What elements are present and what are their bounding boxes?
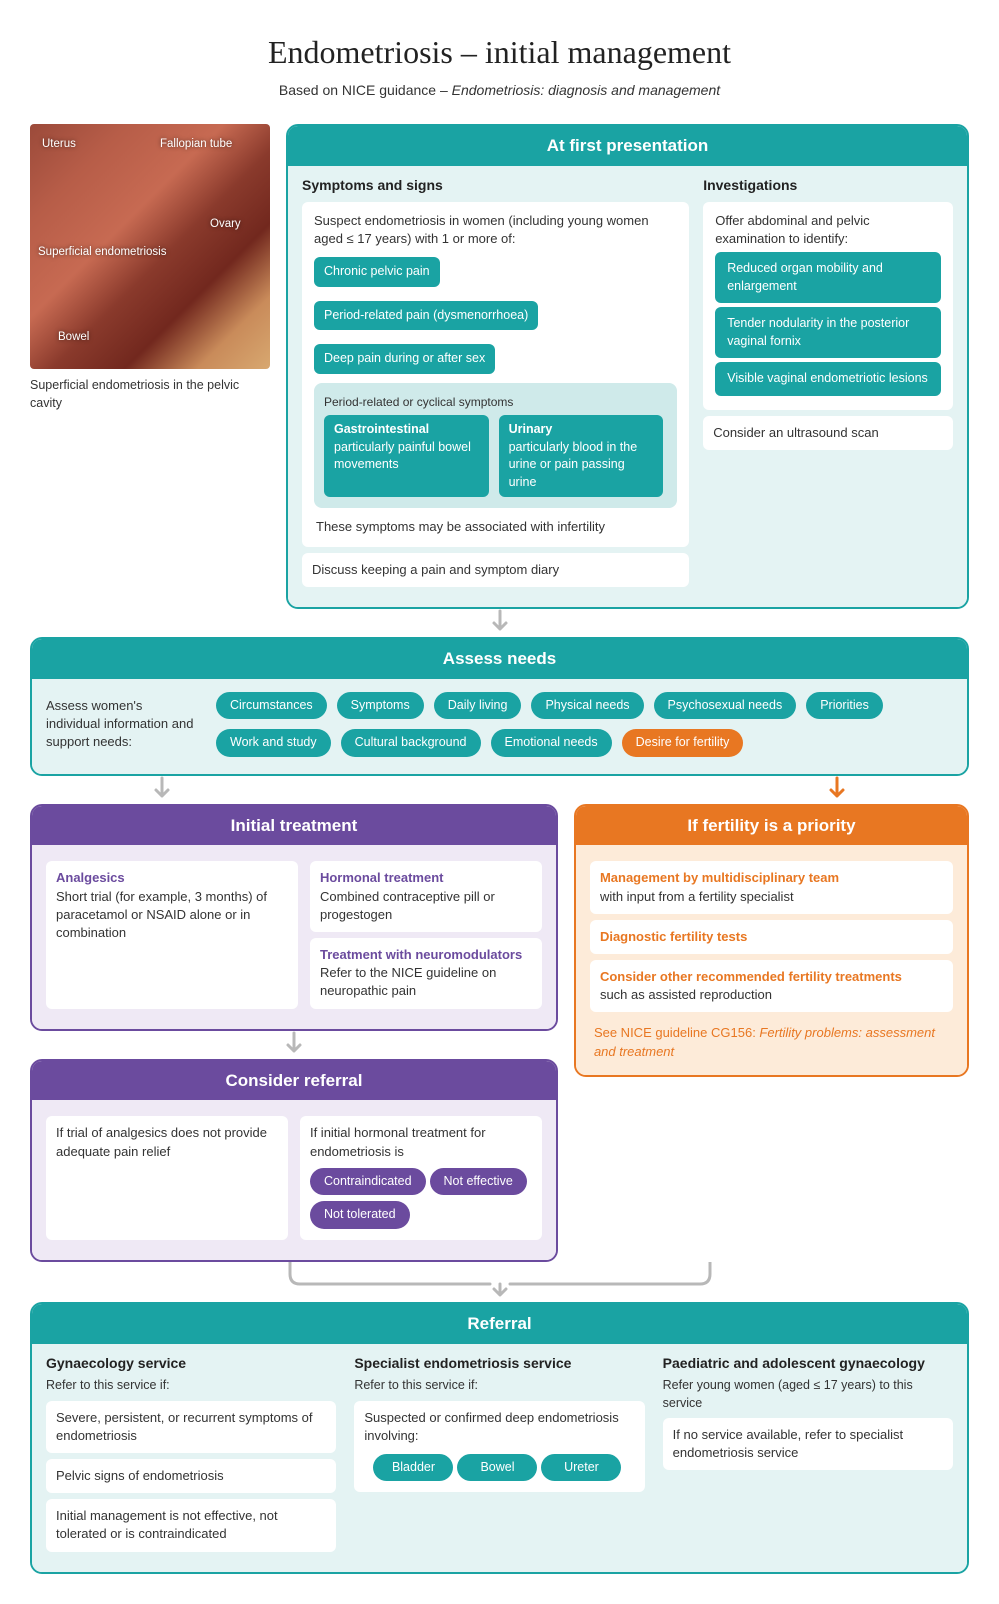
gynae-heading: Gynaecology service (46, 1354, 336, 1374)
symptoms-intro: Suspect endometriosis in women (includin… (314, 212, 677, 248)
assess-chips: Circumstances Symptoms Daily living Physica… (216, 689, 953, 760)
analgesics-desc: Short trial (for example, 3 months) of p… (56, 888, 288, 943)
hormonal-pill: Contraindicated (310, 1168, 426, 1196)
assess-intro: Assess women's individual information an… (46, 697, 196, 752)
specialist-pills: BladderBowelUreter (364, 1451, 634, 1485)
header-referral: Referral (32, 1304, 967, 1344)
gynae-item: Severe, persistent, or recurrent symptom… (46, 1401, 336, 1453)
gynae-item: Initial management is not effective, not… (46, 1499, 336, 1551)
investigation-chip: Visible vaginal endometriotic lesions (715, 362, 941, 396)
investigation-items: Reduced organ mobility and enlargementTe… (715, 252, 941, 396)
box-initial-treatment: Initial treatment Analgesics Short trial… (30, 804, 558, 1031)
assess-chip: Priorities (806, 692, 883, 720)
image-label: Fallopian tube (160, 136, 232, 152)
box-assess-needs: Assess needs Assess women's individual i… (30, 637, 969, 776)
ultrasound-note: Consider an ultrasound scan (703, 416, 953, 450)
investigation-chip: Reduced organ mobility and enlargement (715, 252, 941, 303)
gynae-sub: Refer to this service if: (46, 1377, 336, 1395)
image-label: Superficial endometriosis (38, 244, 166, 260)
gynae-items: Severe, persistent, or recurrent symptom… (46, 1401, 336, 1552)
header-consider-referral: Consider referral (32, 1061, 556, 1101)
cyclical-chips: Gastrointestinalparticularly painful bow… (324, 412, 667, 500)
symptom-chips: Chronic pelvic pain Period-related pain (… (314, 254, 677, 377)
header-assess: Assess needs (32, 639, 967, 679)
image-caption: Superficial endometriosis in the pelvic … (30, 377, 270, 412)
arrow-down-2 (30, 1031, 558, 1059)
hormonal-pill: Not effective (430, 1168, 527, 1196)
page-title: Endometriosis – initial management (30, 30, 969, 75)
neuro-title: Treatment with neuromodulators (320, 946, 532, 964)
analgesic-referral-note: If trial of analgesics does not provide … (46, 1116, 288, 1239)
header-initial-treatment: Initial treatment (32, 806, 556, 846)
box-fertility: If fertility is a priority Management by… (574, 804, 969, 1077)
paediatric-heading: Paediatric and adolescent gynaecology (663, 1354, 953, 1374)
hormonal-desc: Combined contraceptive pill or progestog… (320, 888, 532, 924)
header-fertility: If fertility is a priority (576, 806, 967, 846)
fertility-items: Management by multidisciplinary teamwith… (590, 861, 953, 1012)
fertility-footnote: See NICE guideline CG156: Fertility prob… (590, 1018, 953, 1060)
symptom-chip: Deep pain during or after sex (314, 344, 495, 374)
image-label: Bowel (58, 329, 89, 345)
assess-chip: Cultural background (341, 729, 481, 757)
heading-investigations: Investigations (703, 176, 953, 196)
page-subtitle: Based on NICE guidance – Endometriosis: … (30, 81, 969, 101)
fertility-item: Management by multidisciplinary teamwith… (590, 861, 953, 913)
image-label: Ovary (210, 216, 241, 232)
assess-chip: Symptoms (337, 692, 424, 720)
neuro-desc: Refer to the NICE guideline on neuropath… (320, 964, 532, 1000)
paediatric-note: If no service available, refer to specia… (663, 1418, 953, 1470)
investigations-intro: Offer abdominal and pelvic examination t… (715, 212, 941, 248)
fertility-item: Consider other recommended fertility tre… (590, 960, 953, 1012)
cyclical-chip: Urinaryparticularly blood in the urine o… (499, 415, 664, 497)
paediatric-sub: Refer young women (aged ≤ 17 years) to t… (663, 1377, 953, 1412)
row-first-presentation: Uterus Fallopian tube Ovary Superficial end… (30, 124, 969, 608)
specialist-pill: Ureter (541, 1454, 621, 1482)
box-consider-referral: Consider referral If trial of analgesics… (30, 1059, 558, 1262)
assess-chip: Daily living (434, 692, 522, 720)
fertility-item: Diagnostic fertility tests (590, 920, 953, 954)
symptom-chip: Chronic pelvic pain (314, 257, 440, 287)
specialist-pill: Bowel (457, 1454, 537, 1482)
assess-chip: Physical needs (531, 692, 643, 720)
arrow-down-right-orange (576, 776, 969, 804)
cyclical-chip: Gastrointestinalparticularly painful bow… (324, 415, 489, 497)
diary-note: Discuss keeping a pain and symptom diary (302, 553, 689, 587)
pelvic-image: Uterus Fallopian tube Ovary Superficial end… (30, 124, 270, 369)
specialist-heading: Specialist endometriosis service (354, 1354, 644, 1374)
symptom-chip: Period-related pain (dysmenorrhoea) (314, 301, 538, 331)
specialist-sub: Refer to this service if: (354, 1377, 644, 1395)
heading-symptoms: Symptoms and signs (302, 176, 689, 196)
arrow-merge (30, 1262, 969, 1302)
hormonal-referral-note: If initial hormonal treatment for endome… (310, 1124, 532, 1160)
specialist-intro: Suspected or confirmed deep endometriosi… (364, 1409, 634, 1445)
box-first-presentation: At first presentation Symptoms and signs… (286, 124, 969, 608)
assess-chip-fertility: Desire for fertility (622, 729, 744, 757)
gynae-item: Pelvic signs of endometriosis (46, 1459, 336, 1493)
hormonal-pill: Not tolerated (310, 1201, 410, 1229)
assess-chip: Psychosexual needs (654, 692, 797, 720)
investigation-chip: Tender nodularity in the posterior vagin… (715, 307, 941, 358)
assess-chip: Emotional needs (491, 729, 612, 757)
assess-chip: Work and study (216, 729, 331, 757)
box-referral: Referral Gynaecology service Refer to th… (30, 1302, 969, 1574)
infertility-note: These symptoms may be associated with in… (314, 514, 677, 536)
specialist-pill: Bladder (373, 1454, 453, 1482)
arrow-down-left (30, 776, 560, 804)
image-label: Uterus (42, 136, 76, 152)
header-first-presentation: At first presentation (288, 126, 967, 166)
hormonal-pills: ContraindicatedNot effective Not tolerate… (310, 1165, 532, 1232)
analgesics-title: Analgesics (56, 869, 288, 887)
arrow-down-1 (30, 609, 969, 637)
hormonal-title: Hormonal treatment (320, 869, 532, 887)
cyclical-label: Period-related or cyclical symptoms (324, 391, 667, 413)
assess-chip: Circumstances (216, 692, 327, 720)
